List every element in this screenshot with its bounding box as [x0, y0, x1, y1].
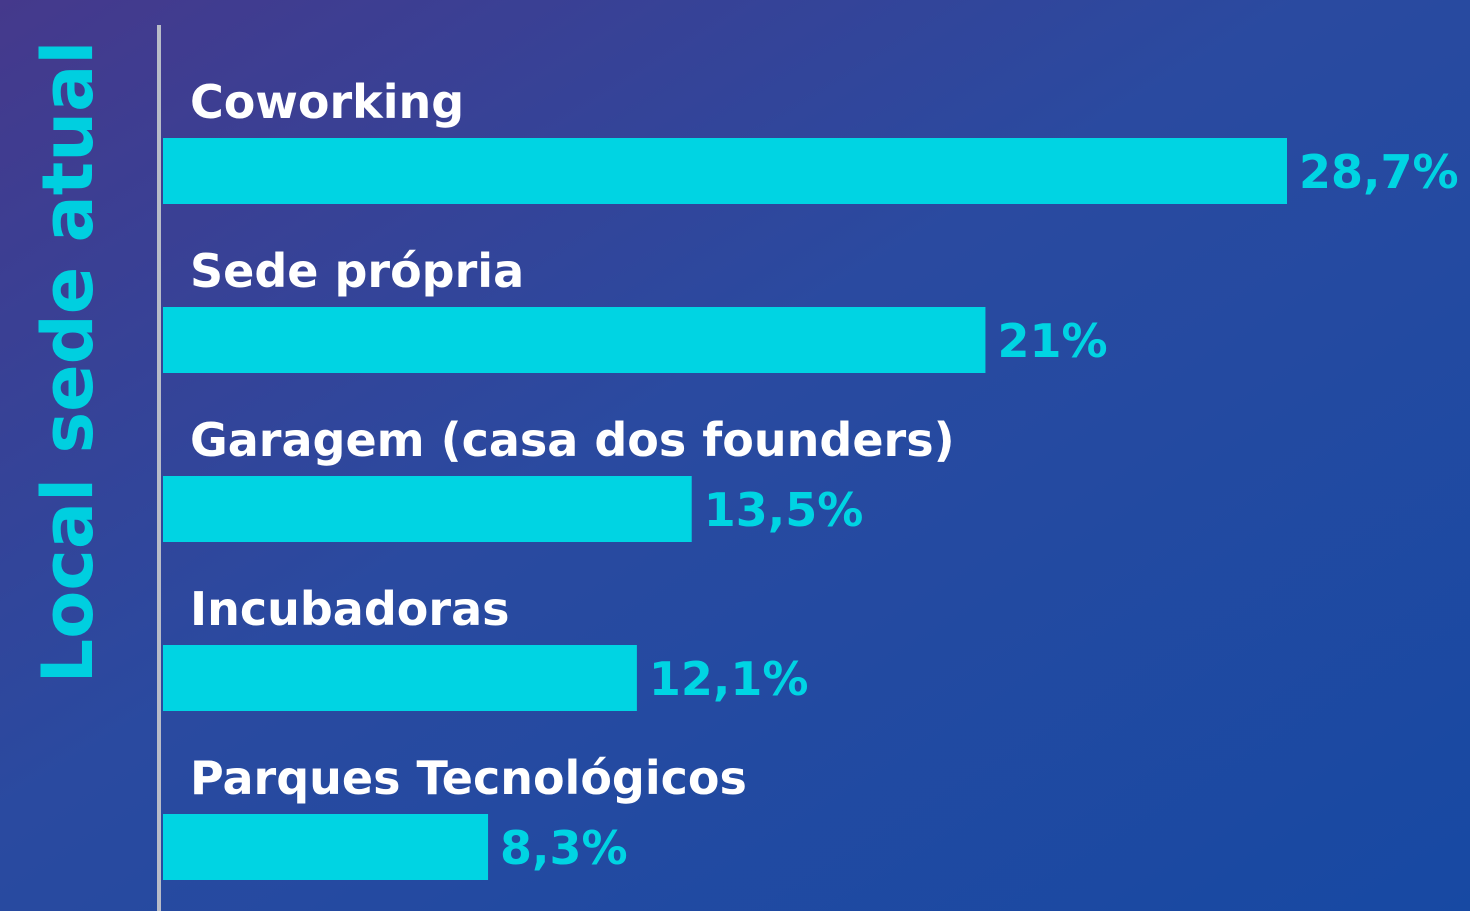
value-label: 28,7%: [1299, 145, 1459, 199]
bar: [163, 645, 637, 711]
bar: [163, 814, 489, 880]
bar: [163, 476, 692, 542]
value-label: 21%: [997, 314, 1107, 368]
bar: [163, 138, 1287, 204]
chart-title: Local sede atual: [27, 41, 109, 684]
bar: [163, 307, 986, 373]
value-label: 8,3%: [500, 821, 628, 875]
category-label: Coworking: [190, 75, 464, 129]
category-label: Incubadoras: [190, 582, 509, 636]
value-label: 13,5%: [704, 483, 864, 537]
category-label: Garagem (casa dos founders): [190, 413, 955, 467]
category-label: Parques Tecnológicos: [190, 751, 747, 805]
value-label: 12,1%: [649, 652, 809, 706]
category-label: Sede própria: [190, 244, 524, 298]
